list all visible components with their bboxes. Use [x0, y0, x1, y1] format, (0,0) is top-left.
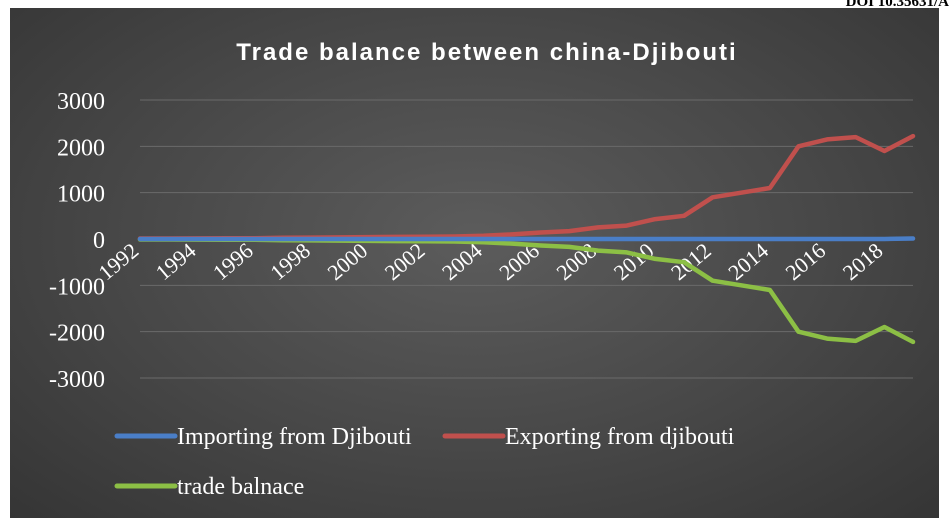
y-tick-label: 3000	[57, 89, 105, 115]
series-lines	[137, 133, 916, 345]
chart-panel: Trade balance between china-Djibouti 300…	[10, 8, 939, 518]
series-line-0	[137, 236, 916, 242]
y-tick-label: 2000	[57, 135, 105, 161]
x-tick-label: 2010	[609, 238, 659, 285]
legend-label: Exporting from djibouti	[505, 424, 735, 450]
y-tick-label: -3000	[49, 367, 105, 393]
y-tick-label: -2000	[49, 321, 105, 347]
y-tick-label: 0	[93, 228, 105, 254]
chart-title: Trade balance between china-Djibouti	[236, 39, 737, 66]
legend-label: trade balnace	[177, 474, 304, 500]
x-tick-label: 2000	[322, 238, 372, 285]
series-line-1	[137, 133, 916, 241]
y-tick-label: -1000	[49, 274, 105, 300]
x-tick-label: 1998	[265, 238, 315, 285]
x-tick-label: 1994	[151, 238, 201, 285]
x-tick-label: 2016	[781, 238, 831, 285]
x-tick-label: 1996	[208, 238, 258, 285]
x-tick-label: 2014	[723, 238, 773, 285]
y-axis-ticks: 3000 2000 1000 0 -1000 -2000 -3000	[49, 89, 105, 393]
x-tick-label: 2018	[838, 238, 888, 285]
x-tick-label: 2002	[380, 238, 430, 285]
legend-label: Importing from Djibouti	[177, 424, 412, 450]
line-chart: Trade balance between china-Djibouti 300…	[49, 39, 916, 500]
x-tick-label: 2004	[437, 238, 487, 285]
y-tick-label: 1000	[57, 182, 105, 208]
doi-label: DOI 10.35631/A	[845, 0, 949, 10]
x-axis-ticks: 1992 1994 1996 1998 2000 2002 2004 2006 2008 2010…	[93, 238, 887, 285]
legend: Importing from Djibouti Exporting from dj…	[114, 424, 735, 500]
